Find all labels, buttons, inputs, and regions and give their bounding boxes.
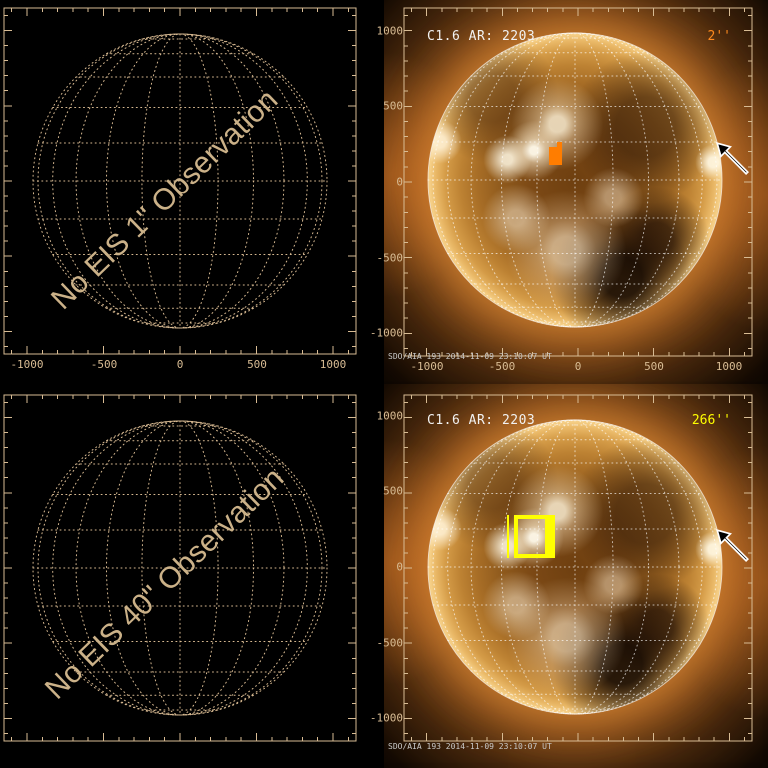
x-tick-label: -500 xyxy=(488,360,516,373)
limb-pointer-arrow-icon xyxy=(715,141,749,175)
limb-pointer-arrow-icon xyxy=(715,528,749,562)
x-tick-label: -1000 xyxy=(10,358,44,371)
panel-no-eis-40arcsec: No EIS 40" Observation xyxy=(0,384,384,768)
solar-grid-overlay xyxy=(427,32,723,328)
fov-width-label: 2'' xyxy=(707,29,731,44)
axes-frame xyxy=(3,7,357,355)
x-tick-label: 500 xyxy=(247,358,267,371)
x-tick-label: -1000 xyxy=(410,360,444,373)
eis-fov-marker-slit-bar xyxy=(557,142,562,165)
axes-frame xyxy=(403,394,753,742)
fov-width-label: 266'' xyxy=(691,413,731,428)
solar-grid xyxy=(32,420,328,716)
panel-no-eis-1arcsec: No EIS 1" Observation -1000 -500 0 500 1… xyxy=(0,0,384,384)
eis-fov-marker-slit-line xyxy=(507,515,509,558)
image-timestamp: SDO/AIA 193 2014-11-09 23:10:07 UT xyxy=(388,742,552,751)
axes-frame xyxy=(3,394,357,742)
x-tick-label: 1000 xyxy=(319,358,347,371)
x-tick-label: 500 xyxy=(644,360,664,373)
panel-aia-2arcsec: C1.6 AR: 2203 2'' SDO/AIA 193 2014-11-09… xyxy=(384,0,768,384)
eis-fov-marker-bar xyxy=(545,515,555,558)
image-timestamp: SDO/AIA 193 2014-11-09 23:10:07 UT xyxy=(388,352,552,361)
axes-frame xyxy=(403,7,753,357)
eis-fov-marker-slit xyxy=(549,147,557,165)
x-tick-label: -500 xyxy=(90,358,118,371)
solar-grid xyxy=(32,33,328,329)
study-title: C1.6 AR: 2203 xyxy=(427,413,536,428)
x-tick-label: 1000 xyxy=(715,360,743,373)
study-title: C1.6 AR: 2203 xyxy=(427,29,536,44)
x-tick-label: 0 xyxy=(176,358,184,371)
solar-grid-overlay xyxy=(427,419,723,715)
panel-aia-266arcsec: C1.6 AR: 2203 266'' SDO/AIA 193 2014-11-… xyxy=(384,384,768,768)
x-tick-label: 0 xyxy=(574,360,582,373)
